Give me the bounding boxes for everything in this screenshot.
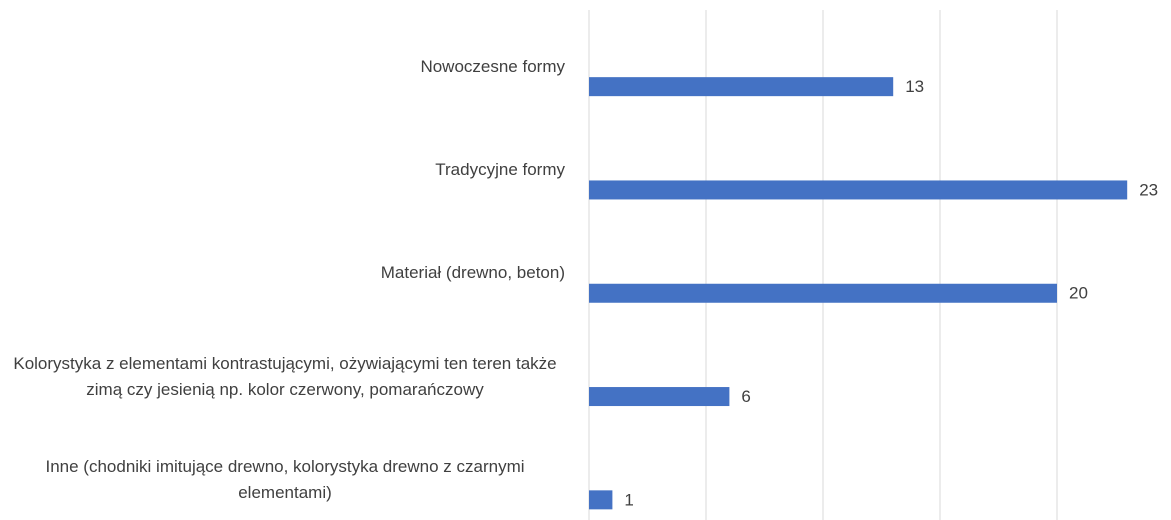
bar xyxy=(589,180,1128,200)
value-label: 6 xyxy=(741,387,750,406)
category-label: Nowoczesne formy xyxy=(420,56,565,76)
category-label: Kolorystyka z elementami kontrastującymi… xyxy=(13,353,557,399)
bar xyxy=(589,283,1057,303)
bar xyxy=(589,77,894,97)
value-label: 1 xyxy=(624,490,633,509)
value-label: 20 xyxy=(1069,284,1088,303)
category-label: Inne (chodniki imitujące drewno, kolorys… xyxy=(45,456,525,502)
value-label: 13 xyxy=(905,77,924,96)
category-label: Tradycyjne formy xyxy=(435,159,565,179)
category-label: Materiał (drewno, beton) xyxy=(380,263,565,283)
value-label: 23 xyxy=(1139,180,1158,199)
bar xyxy=(589,387,730,407)
bar xyxy=(589,490,613,510)
